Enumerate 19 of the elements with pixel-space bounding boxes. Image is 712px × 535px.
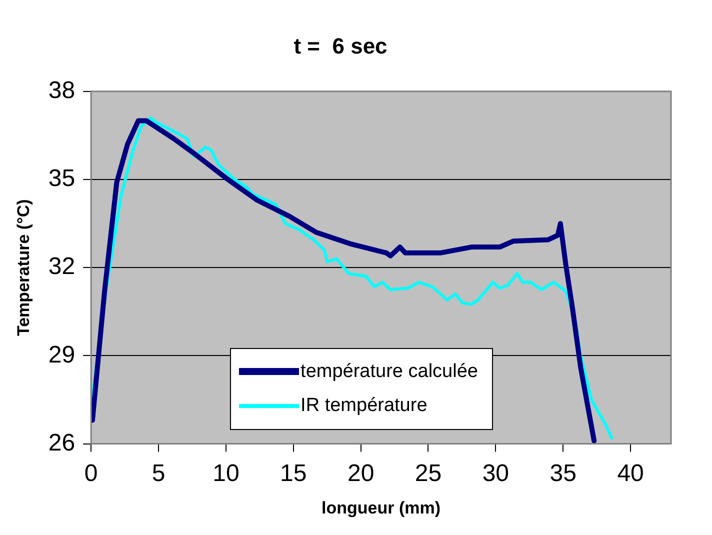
x-axis-title: longueur (mm): [322, 498, 441, 518]
x-tick-label: 10: [212, 460, 240, 487]
x-tick-label: 40: [617, 460, 644, 487]
chart-title: t = 6 sec: [294, 33, 388, 58]
legend-label: température calculée: [300, 360, 478, 383]
x-tick-label: 30: [482, 460, 510, 487]
x-tick-label: 15: [280, 460, 307, 487]
y-tick-label: 26: [48, 429, 76, 456]
x-tick-label: 0: [84, 460, 98, 487]
x-tick-label: 25: [414, 460, 442, 487]
y-tick-label: 29: [48, 341, 76, 368]
x-tick-label: 35: [550, 460, 576, 487]
y-tick-label: 38: [48, 77, 76, 104]
y-tick-label: 32: [48, 253, 76, 280]
y-axis-title: Temperature (°C): [14, 199, 33, 336]
legend-label: IR température: [300, 394, 428, 417]
y-tick-label: 35: [48, 165, 76, 192]
x-tick-label: 5: [152, 460, 166, 487]
x-tick-label: 20: [347, 460, 374, 487]
